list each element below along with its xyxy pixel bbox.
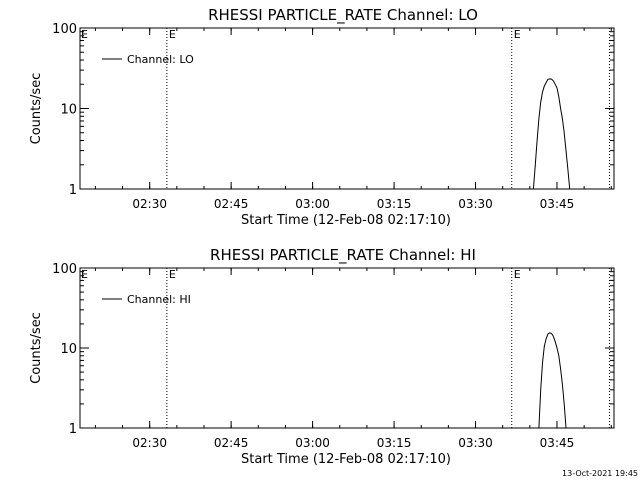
panel-1-event-marker-label-start: E: [81, 28, 88, 41]
panel-1-y-tick-label: 1: [69, 183, 77, 198]
panel-2-title: RHESSI PARTICLE_RATE Channel: HI: [210, 246, 476, 265]
panel-2-plot-frame: [79, 267, 615, 429]
panel-2-y-tick-label: 100: [52, 262, 77, 277]
panel-1-y-axis-label: Counts/sec: [29, 73, 44, 145]
panel-2-x-tick-label: 03:45: [540, 436, 575, 450]
panel-2-y-tick-label: 10: [60, 342, 77, 357]
panel-1-x-axis-label: Start Time (12-Feb-08 02:17:10): [241, 213, 451, 228]
panel-1-legend-label: Channel: LO: [127, 53, 194, 66]
panel-2-x-tick-label: 03:15: [377, 436, 412, 450]
panel-1-x-tick-label: 03:30: [458, 197, 493, 211]
panel-2-x-axis-label: Start Time (12-Feb-08 02:17:10): [241, 452, 451, 467]
panel-2-event-marker-label-start: E: [81, 268, 88, 281]
panel-2-x-tick-label: 02:45: [214, 436, 249, 450]
panel-2-y-axis-label: Counts/sec: [29, 312, 44, 384]
footer-timestamp: 13-Oct-2021 19:45: [562, 469, 638, 478]
panel-1-event-marker-label: E: [514, 28, 521, 41]
panel-2-y-tick-label: 1: [69, 422, 77, 437]
panel-1-series-line: [532, 78, 571, 190]
panel-1-title: RHESSI PARTICLE_RATE Channel: LO: [208, 6, 478, 25]
panel-1-x-tick-label: 03:45: [540, 197, 575, 211]
panel-2-x-tick-label: 02:30: [132, 436, 167, 450]
panel-1-x-tick-label: 03:00: [295, 197, 330, 211]
panel-2-x-tick-label: 03:30: [458, 436, 493, 450]
panel-2-legend-label: Channel: HI: [127, 293, 191, 306]
panel-1-x-tick-label: 03:15: [377, 197, 412, 211]
panel-1-y-tick-label: 100: [52, 22, 77, 37]
panel-1-x-tick-label: 02:30: [132, 197, 167, 211]
panel-2-event-marker-label: E: [169, 268, 176, 281]
panel-1-x-tick-label: 02:45: [214, 197, 249, 211]
panel-2-event-marker-label: E: [514, 268, 521, 281]
panel-1-event-marker-label: E: [169, 28, 176, 41]
panel-2-series-line: [538, 332, 567, 429]
panel-2-x-tick-label: 03:00: [295, 436, 330, 450]
panel-1-y-tick-label: 10: [60, 103, 77, 118]
